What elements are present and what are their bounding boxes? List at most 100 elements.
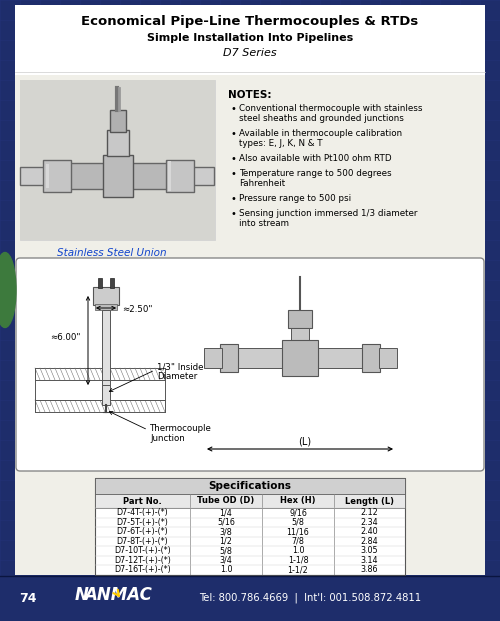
Bar bbox=[45, 163, 193, 189]
Bar bbox=[291, 328, 309, 340]
Bar bbox=[46, 164, 49, 188]
Text: •: • bbox=[230, 194, 236, 204]
Bar bbox=[15, 5, 485, 75]
Bar bbox=[102, 385, 110, 405]
Text: Sensing junction immersed 1/3 diameter: Sensing junction immersed 1/3 diameter bbox=[239, 209, 418, 218]
Bar bbox=[43, 160, 71, 192]
Text: ≈6.00": ≈6.00" bbox=[50, 333, 80, 343]
Text: Tube OD (D): Tube OD (D) bbox=[198, 497, 254, 505]
Text: Part No.: Part No. bbox=[123, 497, 162, 505]
Bar bbox=[168, 161, 171, 191]
Bar bbox=[98, 278, 102, 288]
Text: 1-1/8: 1-1/8 bbox=[288, 556, 308, 564]
Text: Fahrenheit: Fahrenheit bbox=[239, 179, 285, 188]
Text: N: N bbox=[75, 586, 89, 604]
Text: 2.34: 2.34 bbox=[360, 518, 378, 527]
Bar bbox=[35, 400, 165, 412]
Text: Also available with Pt100 ohm RTD: Also available with Pt100 ohm RTD bbox=[239, 154, 392, 163]
Text: •: • bbox=[230, 154, 236, 164]
Text: ≈2.50": ≈2.50" bbox=[122, 305, 152, 314]
Bar bbox=[282, 340, 318, 376]
Text: 11/16: 11/16 bbox=[286, 527, 310, 537]
Bar bbox=[102, 310, 110, 385]
Text: Available in thermocouple calibration: Available in thermocouple calibration bbox=[239, 129, 402, 138]
Ellipse shape bbox=[0, 253, 16, 327]
Text: 1-1/2: 1-1/2 bbox=[288, 565, 308, 574]
Bar bbox=[20, 80, 215, 240]
Text: 1/2: 1/2 bbox=[220, 537, 232, 546]
Text: Specifications: Specifications bbox=[208, 481, 292, 491]
Text: Pressure range to 500 psi: Pressure range to 500 psi bbox=[239, 194, 351, 203]
Text: 3.14: 3.14 bbox=[361, 556, 378, 564]
Text: steel sheaths and grounded junctions: steel sheaths and grounded junctions bbox=[239, 114, 404, 123]
Text: Economical Pipe-Line Thermocouples & RTDs: Economical Pipe-Line Thermocouples & RTD… bbox=[82, 16, 418, 29]
Text: 3.86: 3.86 bbox=[361, 565, 378, 574]
Text: 2.84: 2.84 bbox=[360, 537, 378, 546]
Text: D7-12T-(+)-(*): D7-12T-(+)-(*) bbox=[114, 556, 171, 564]
Text: D7-10T-(+)-(*): D7-10T-(+)-(*) bbox=[114, 546, 171, 555]
Text: into stream: into stream bbox=[239, 219, 289, 228]
Text: (L): (L) bbox=[298, 437, 312, 447]
Text: Thermocouple
Junction: Thermocouple Junction bbox=[150, 424, 212, 443]
Text: •: • bbox=[230, 129, 236, 139]
Text: Temperature range to 500 degrees: Temperature range to 500 degrees bbox=[239, 169, 392, 178]
Bar bbox=[288, 310, 312, 328]
Text: D7 Series: D7 Series bbox=[223, 48, 277, 58]
FancyBboxPatch shape bbox=[16, 258, 484, 471]
Bar bbox=[0, 576, 500, 621]
Text: 1/3" Inside
Diameter: 1/3" Inside Diameter bbox=[157, 362, 204, 381]
Text: Length (L): Length (L) bbox=[345, 497, 394, 505]
Text: 3/4: 3/4 bbox=[220, 556, 232, 564]
Bar bbox=[35, 368, 165, 380]
Bar bbox=[318, 348, 366, 368]
Text: 3.05: 3.05 bbox=[360, 546, 378, 555]
Text: •: • bbox=[230, 104, 236, 114]
Bar bbox=[35, 380, 165, 400]
Bar bbox=[103, 155, 133, 197]
Text: types: E, J, K, N & T: types: E, J, K, N & T bbox=[239, 139, 322, 148]
Text: 74: 74 bbox=[19, 591, 37, 604]
Bar bbox=[20, 80, 215, 240]
Text: •: • bbox=[230, 169, 236, 179]
Text: NOTES:: NOTES: bbox=[228, 90, 272, 100]
Text: Stainless Steel Union: Stainless Steel Union bbox=[57, 248, 167, 258]
Text: 2.12: 2.12 bbox=[360, 508, 378, 517]
Text: D7-16T-(+)-(*): D7-16T-(+)-(*) bbox=[114, 565, 171, 574]
Text: •: • bbox=[230, 209, 236, 219]
Bar bbox=[379, 348, 397, 368]
Bar bbox=[95, 478, 405, 574]
Text: 5/16: 5/16 bbox=[217, 518, 235, 527]
Bar bbox=[20, 167, 46, 185]
Bar bbox=[220, 344, 238, 372]
Text: 1.0: 1.0 bbox=[220, 565, 232, 574]
Bar bbox=[95, 304, 117, 310]
Text: ANMAC: ANMAC bbox=[84, 586, 152, 604]
Bar bbox=[166, 160, 194, 192]
Text: 3/8: 3/8 bbox=[220, 527, 232, 537]
Text: 9/16: 9/16 bbox=[289, 508, 307, 517]
Text: D7-4T-(+)-(*): D7-4T-(+)-(*) bbox=[116, 508, 168, 517]
Bar bbox=[204, 348, 222, 368]
Text: 5/8: 5/8 bbox=[220, 546, 232, 555]
Bar bbox=[362, 344, 380, 372]
Text: D7-6T-(+)-(*): D7-6T-(+)-(*) bbox=[116, 527, 168, 537]
Text: Conventional thermocouple with stainless: Conventional thermocouple with stainless bbox=[239, 104, 422, 113]
Bar bbox=[235, 348, 283, 368]
Bar bbox=[107, 130, 129, 156]
Text: Tel: 800.786.4669  |  Int'l: 001.508.872.4811: Tel: 800.786.4669 | Int'l: 001.508.872.4… bbox=[199, 593, 421, 603]
Bar bbox=[93, 287, 119, 305]
Bar bbox=[95, 478, 405, 494]
Bar bbox=[110, 110, 126, 132]
Bar bbox=[95, 494, 405, 508]
Text: 2.40: 2.40 bbox=[360, 527, 378, 537]
Bar bbox=[110, 278, 114, 288]
Text: D7-8T-(+)-(*): D7-8T-(+)-(*) bbox=[116, 537, 168, 546]
Text: D7-5T-(+)-(*): D7-5T-(+)-(*) bbox=[116, 518, 168, 527]
Text: 7/8: 7/8 bbox=[292, 537, 304, 546]
Text: 1.0: 1.0 bbox=[292, 546, 304, 555]
Bar bbox=[192, 167, 214, 185]
Text: 5/8: 5/8 bbox=[292, 518, 304, 527]
Text: 1/4: 1/4 bbox=[220, 508, 232, 517]
Text: Simple Installation Into Pipelines: Simple Installation Into Pipelines bbox=[147, 33, 353, 43]
Text: Hex (H): Hex (H) bbox=[280, 497, 316, 505]
